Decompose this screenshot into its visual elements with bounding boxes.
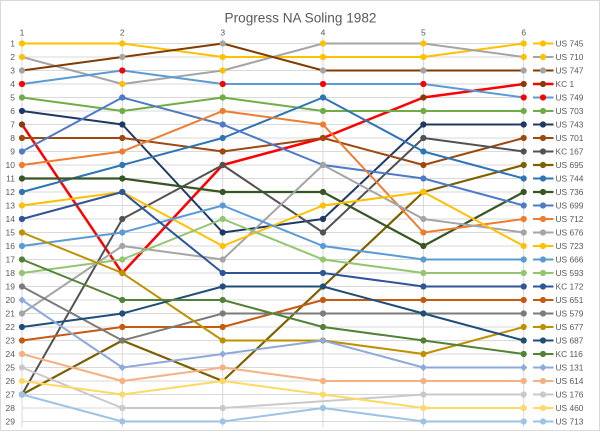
svg-text:US 695: US 695 — [556, 160, 584, 170]
svg-text:1: 1 — [10, 38, 15, 48]
svg-text:US 712: US 712 — [556, 214, 584, 224]
svg-text:5: 5 — [10, 92, 15, 102]
svg-text:12: 12 — [6, 187, 16, 197]
svg-text:US 749: US 749 — [556, 93, 584, 103]
svg-text:US 713: US 713 — [556, 417, 584, 427]
svg-text:26: 26 — [6, 376, 16, 386]
svg-text:16: 16 — [6, 241, 16, 251]
svg-text:US 460: US 460 — [556, 403, 584, 413]
svg-text:US 131: US 131 — [556, 363, 584, 373]
svg-text:US 699: US 699 — [556, 201, 584, 211]
svg-text:US 687: US 687 — [556, 336, 584, 346]
svg-text:25: 25 — [6, 362, 16, 372]
svg-text:US 676: US 676 — [556, 228, 584, 238]
svg-text:US 745: US 745 — [556, 39, 584, 49]
svg-text:US 723: US 723 — [556, 241, 584, 251]
svg-text:2: 2 — [120, 28, 125, 38]
svg-text:US 710: US 710 — [556, 52, 584, 62]
svg-text:22: 22 — [6, 322, 16, 332]
svg-text:US 701: US 701 — [556, 133, 584, 143]
svg-text:US 651: US 651 — [556, 295, 584, 305]
svg-text:23: 23 — [6, 335, 16, 345]
svg-text:US 593: US 593 — [556, 268, 584, 278]
svg-text:21: 21 — [6, 308, 16, 318]
svg-text:7: 7 — [10, 119, 15, 129]
svg-text:US 703: US 703 — [556, 106, 584, 116]
svg-text:US 744: US 744 — [556, 174, 584, 184]
svg-text:10: 10 — [6, 160, 16, 170]
svg-text:US 677: US 677 — [556, 322, 584, 332]
svg-text:US 614: US 614 — [556, 376, 584, 386]
svg-text:3: 3 — [10, 65, 15, 75]
svg-text:US 743: US 743 — [556, 120, 584, 130]
svg-text:KC 1: KC 1 — [556, 79, 575, 89]
svg-text:8: 8 — [10, 133, 15, 143]
svg-text:4: 4 — [10, 79, 15, 89]
svg-text:6: 6 — [521, 28, 526, 38]
svg-text:US 176: US 176 — [556, 390, 584, 400]
svg-text:4: 4 — [321, 28, 326, 38]
svg-text:2: 2 — [10, 52, 15, 62]
svg-text:20: 20 — [6, 295, 16, 305]
svg-text:18: 18 — [6, 268, 16, 278]
svg-text:29: 29 — [6, 416, 16, 426]
svg-text:US 579: US 579 — [556, 309, 584, 319]
svg-text:14: 14 — [6, 214, 16, 224]
svg-text:US 736: US 736 — [556, 187, 584, 197]
svg-text:24: 24 — [6, 349, 16, 359]
svg-text:US 666: US 666 — [556, 255, 584, 265]
svg-text:US 747: US 747 — [556, 66, 584, 76]
svg-text:17: 17 — [6, 254, 16, 264]
svg-text:28: 28 — [6, 403, 16, 413]
svg-text:13: 13 — [6, 200, 16, 210]
svg-text:27: 27 — [6, 389, 16, 399]
svg-text:3: 3 — [220, 28, 225, 38]
svg-text:1: 1 — [20, 28, 25, 38]
svg-text:19: 19 — [6, 281, 16, 291]
svg-text:15: 15 — [6, 227, 16, 237]
svg-text:11: 11 — [6, 173, 15, 183]
svg-text:9: 9 — [10, 146, 15, 156]
svg-text:6: 6 — [10, 106, 15, 116]
svg-text:KC 116: KC 116 — [556, 349, 584, 359]
svg-text:Progress NA Soling 1982: Progress NA Soling 1982 — [225, 10, 377, 25]
svg-text:5: 5 — [421, 28, 426, 38]
svg-text:KC 172: KC 172 — [556, 282, 584, 292]
svg-text:KC 167: KC 167 — [556, 147, 584, 157]
